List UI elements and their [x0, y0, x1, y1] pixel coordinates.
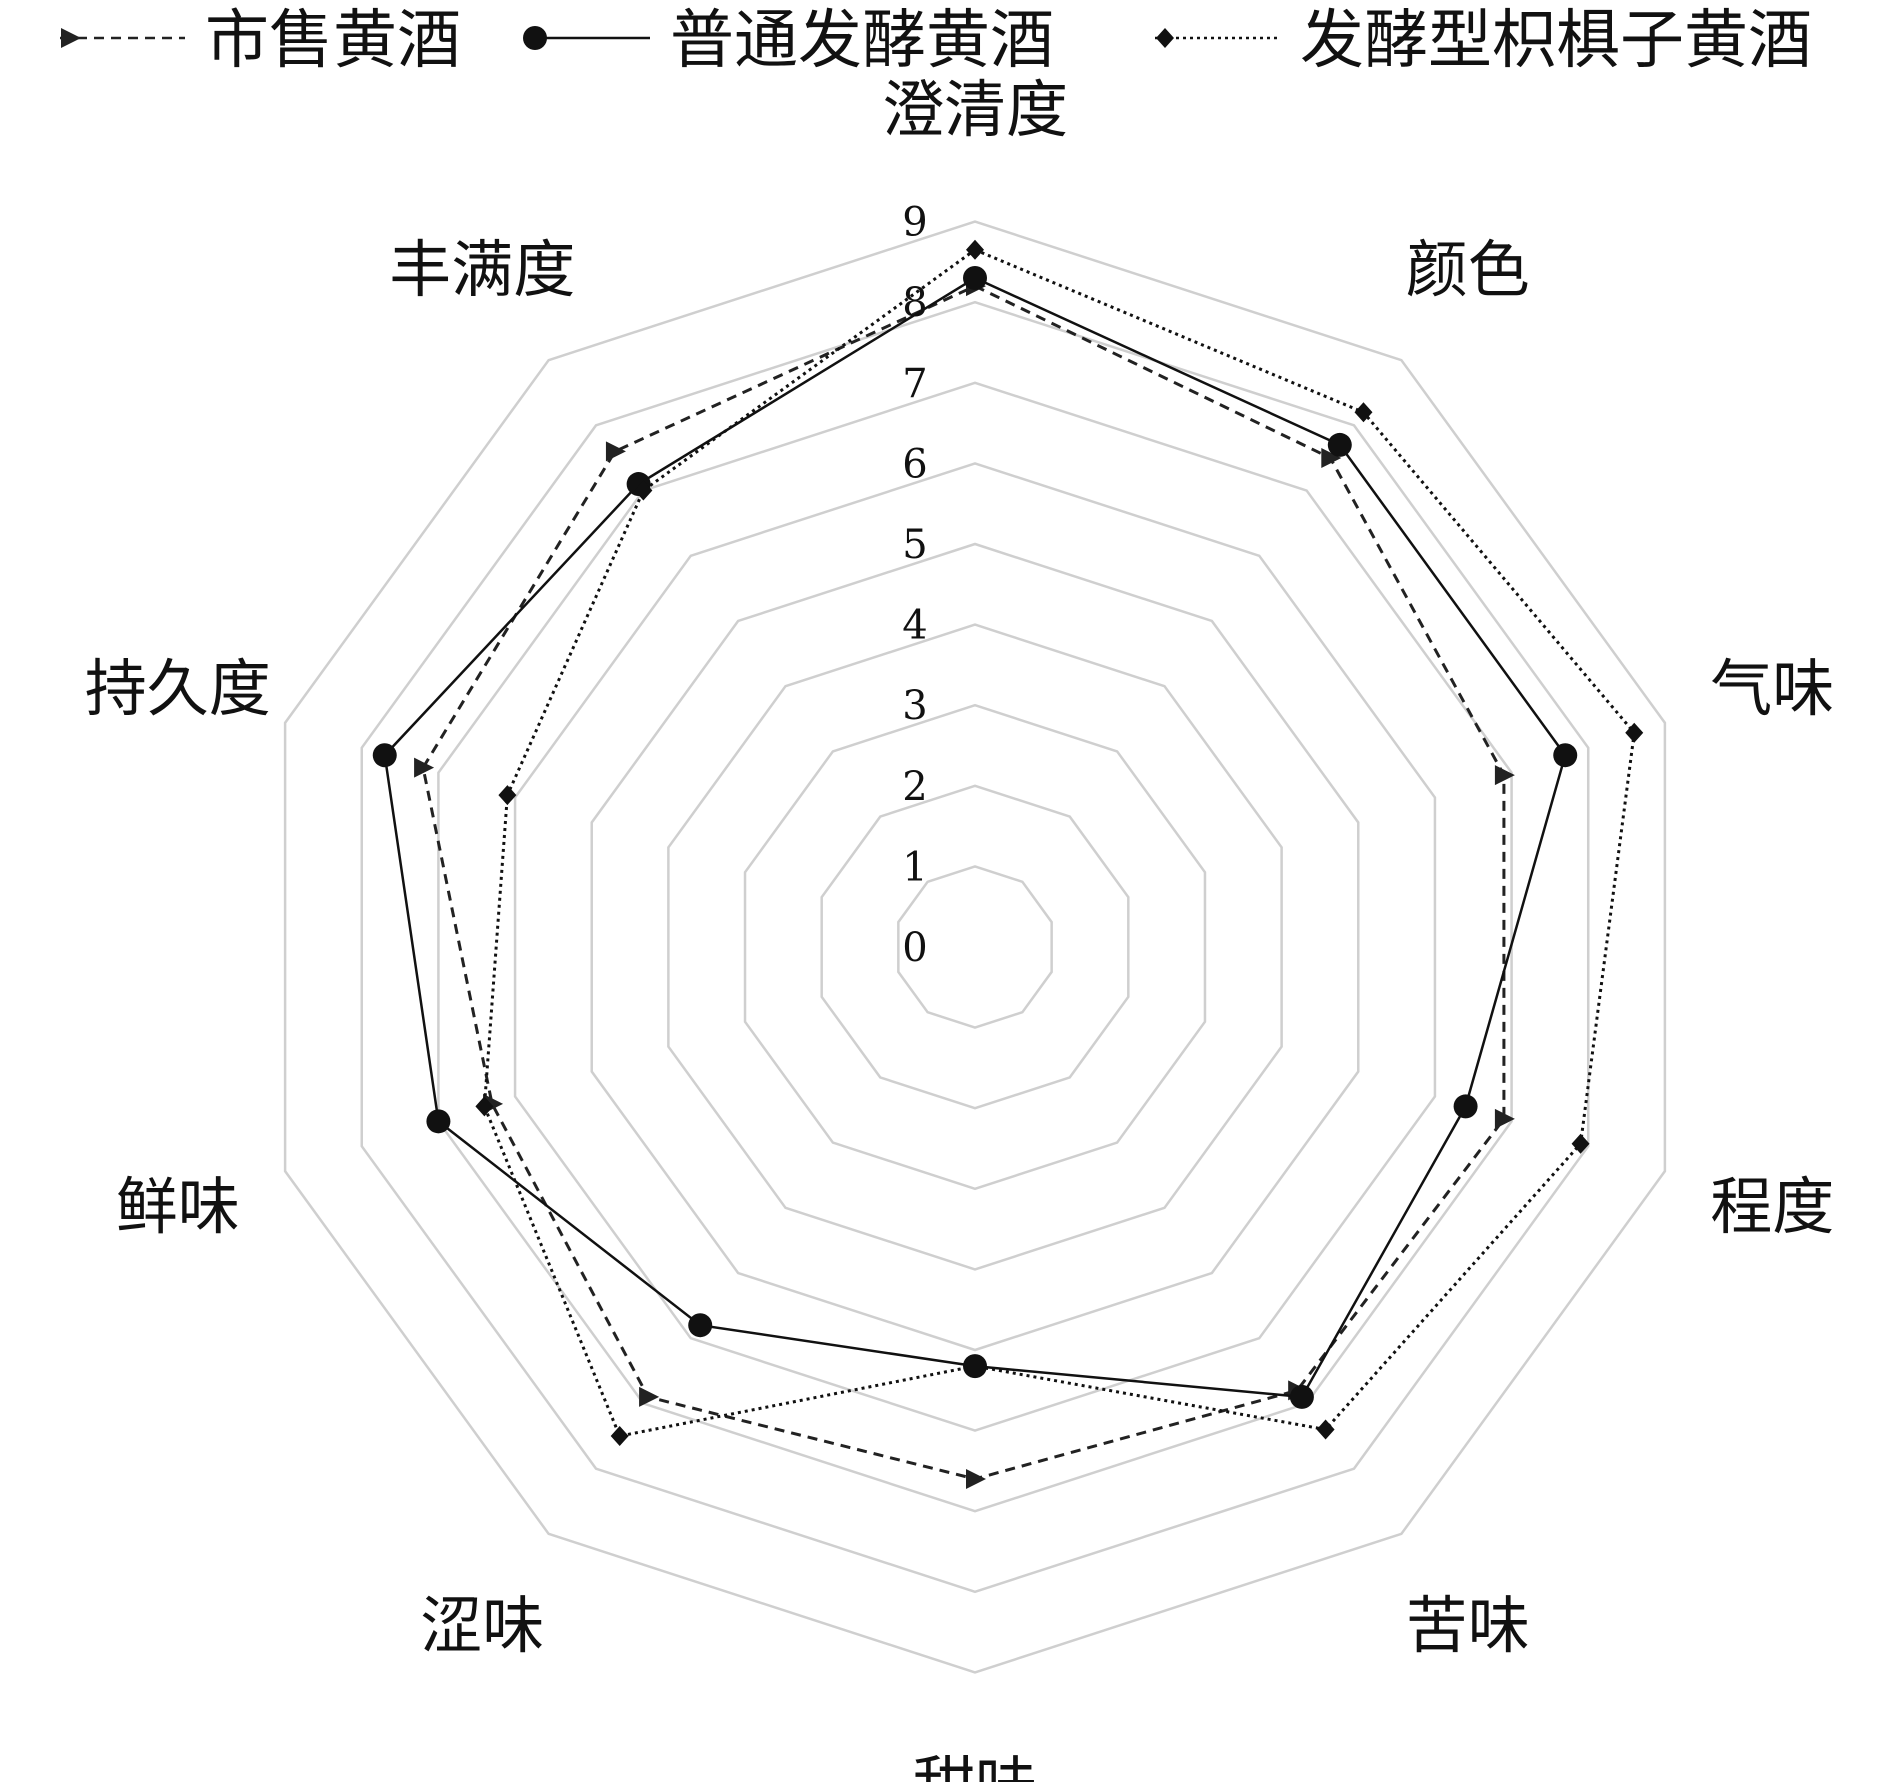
grid-ring-8	[360, 300, 1590, 1594]
data-point	[1625, 722, 1644, 743]
legend-item-1: 普通发酵黄酒	[523, 4, 1054, 78]
data-point	[1156, 28, 1174, 48]
data-point	[1321, 447, 1342, 468]
legend-item-2: 发酵型枳椇子黄酒	[1155, 4, 1812, 78]
series-0	[414, 276, 1515, 1489]
data-point	[414, 757, 435, 778]
tick-label: 2	[902, 764, 927, 810]
series-2	[475, 239, 1644, 1447]
tick-label: 9	[902, 200, 927, 246]
data-point	[475, 1096, 494, 1117]
legend-item-0: 市售黄酒	[60, 4, 461, 78]
grid-ring-4	[667, 623, 1283, 1271]
series-1	[372, 266, 1578, 1409]
data-point	[1571, 1133, 1590, 1154]
tick-label: 1	[902, 844, 927, 890]
grid-ring-7	[437, 381, 1513, 1513]
data-point	[372, 743, 397, 768]
legend-label: 普通发酵黄酒	[670, 4, 1054, 78]
data-point	[1316, 1419, 1335, 1440]
series-line	[421, 284, 1506, 1481]
axis-label: 鲜味	[116, 1170, 240, 1243]
data-point	[1453, 1094, 1478, 1119]
data-point	[1327, 432, 1352, 457]
data-point	[498, 785, 517, 806]
data-point	[634, 480, 653, 501]
data-point	[688, 1313, 713, 1338]
series-line	[482, 248, 1636, 1438]
axis-label: 气味	[1710, 652, 1834, 725]
data-point	[963, 266, 987, 291]
tick-label: 5	[902, 522, 927, 568]
grid	[283, 220, 1667, 1674]
axis-label: 丰满度	[389, 233, 575, 306]
tick-label: 4	[902, 603, 927, 649]
grid-ring-1	[897, 865, 1053, 1029]
tick-label: 3	[902, 683, 927, 729]
data-point	[1354, 402, 1373, 423]
grid-ring-2	[820, 784, 1130, 1110]
data-point	[61, 28, 81, 48]
legend-label: 市售黄酒	[205, 4, 461, 78]
data-point	[966, 1356, 984, 1377]
data-point	[523, 26, 547, 50]
data-point	[605, 441, 626, 462]
data-point	[1494, 1108, 1515, 1129]
axis-label: 程度	[1710, 1170, 1834, 1243]
axis-label: 持久度	[85, 652, 271, 725]
grid-ring-3	[743, 703, 1207, 1191]
data-point	[1553, 743, 1578, 768]
data-point	[426, 1109, 451, 1134]
series-line	[383, 276, 1567, 1399]
axis-label: 颜色	[1406, 233, 1530, 306]
data-point	[610, 1426, 629, 1447]
data-point	[966, 239, 984, 260]
axis-label: 甜味	[913, 1749, 1037, 1782]
grid-ring-9	[283, 220, 1667, 1674]
tick-label: 7	[902, 361, 927, 407]
data-point	[1494, 765, 1515, 786]
data-point	[1289, 1384, 1314, 1409]
series	[372, 239, 1644, 1489]
data-point	[966, 1468, 986, 1489]
tick-label: 6	[902, 441, 927, 487]
axis-label: 涩味	[420, 1589, 544, 1662]
axis-labels: 澄清度颜色气味程度苦味甜味 涩味 鲜味 持久度 丰满度	[85, 73, 1834, 1786]
tick-label: 0	[902, 925, 927, 971]
legend: 市售黄酒 普通发酵黄酒 发酵型枳椇子黄酒	[60, 4, 1812, 78]
data-point	[639, 1386, 660, 1407]
grid-ring-6	[513, 462, 1437, 1432]
axis-label: 苦味	[1406, 1589, 1530, 1662]
legend-label: 发酵型枳椇子黄酒	[1300, 4, 1812, 78]
axis-label: 澄清度	[882, 73, 1068, 146]
grid-ring-5	[590, 542, 1360, 1352]
